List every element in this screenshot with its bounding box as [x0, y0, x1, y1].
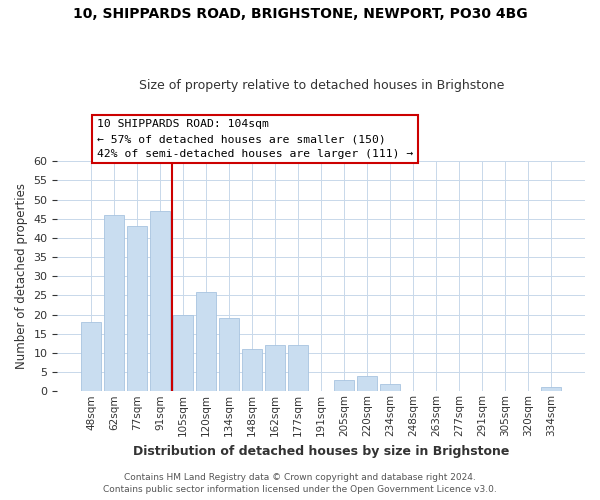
- Bar: [104, 215, 124, 392]
- Y-axis label: Number of detached properties: Number of detached properties: [15, 183, 28, 369]
- Title: Size of property relative to detached houses in Brighstone: Size of property relative to detached ho…: [139, 79, 504, 92]
- Bar: [380, 384, 400, 392]
- Text: Contains HM Land Registry data © Crown copyright and database right 2024.
Contai: Contains HM Land Registry data © Crown c…: [103, 472, 497, 494]
- Bar: [82, 322, 101, 392]
- Bar: [541, 388, 561, 392]
- Bar: [196, 292, 216, 392]
- Text: 10 SHIPPARDS ROAD: 104sqm
← 57% of detached houses are smaller (150)
42% of semi: 10 SHIPPARDS ROAD: 104sqm ← 57% of detac…: [97, 120, 413, 159]
- Bar: [220, 318, 239, 392]
- Bar: [242, 349, 262, 392]
- X-axis label: Distribution of detached houses by size in Brighstone: Distribution of detached houses by size …: [133, 444, 509, 458]
- Bar: [173, 314, 193, 392]
- Bar: [151, 211, 170, 392]
- Bar: [358, 376, 377, 392]
- Bar: [289, 346, 308, 392]
- Bar: [127, 226, 147, 392]
- Text: 10, SHIPPARDS ROAD, BRIGHSTONE, NEWPORT, PO30 4BG: 10, SHIPPARDS ROAD, BRIGHSTONE, NEWPORT,…: [73, 8, 527, 22]
- Bar: [265, 346, 285, 392]
- Bar: [334, 380, 354, 392]
